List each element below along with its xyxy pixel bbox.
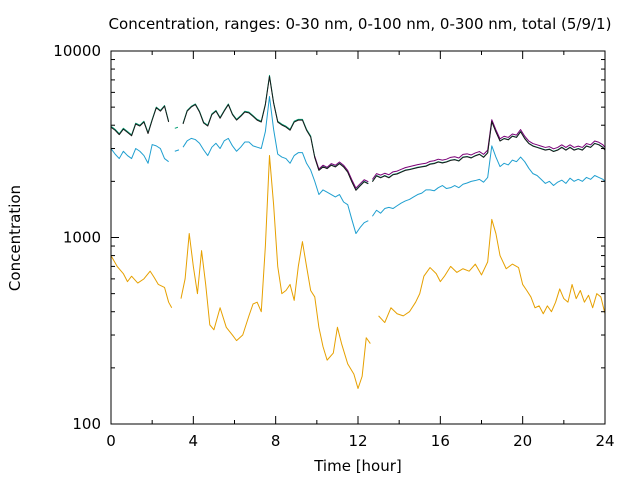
- x-tick-label: 24: [595, 432, 614, 450]
- series-2-line-segment-4: [371, 145, 606, 217]
- series-2-line-segment-2: [174, 149, 180, 152]
- x-tick-label: 4: [189, 432, 199, 450]
- series-1-line-segment-1: [110, 255, 173, 309]
- series-5-line-segment-3: [372, 121, 606, 183]
- series-3-line-segment-1: [110, 105, 170, 136]
- series-3-line-segment-2: [174, 126, 179, 129]
- y-axis: 100 1000 10000: [53, 42, 605, 433]
- series-1-line-segment-2: [180, 155, 371, 389]
- series-5-line-segment-2: [182, 75, 369, 191]
- x-tick-label: 0: [106, 432, 116, 450]
- series-2-line-segment-3: [182, 96, 369, 235]
- series-5-line-segment-1: [110, 105, 170, 137]
- series-2-line-segment-1: [110, 144, 169, 164]
- x-tick-label: 8: [271, 432, 281, 450]
- plot-frame: [110, 50, 606, 425]
- x-axis: 0 4 8 12 16 20 24: [106, 51, 615, 450]
- y-tick-label: 1000: [63, 229, 101, 247]
- x-tick-label: 20: [513, 432, 532, 450]
- series-1-line-segment-3: [378, 218, 606, 324]
- y-tick-label: 100: [72, 415, 101, 433]
- chart-title: Concentration, ranges: 0-30 nm, 0-100 nm…: [109, 15, 612, 33]
- series-4-line-segment-1: [314, 156, 369, 189]
- y-axis-label: Concentration: [6, 185, 24, 291]
- series-3-line-segment-3: [182, 74, 369, 191]
- x-axis-label: Time [hour]: [313, 457, 402, 475]
- x-tick-label: 16: [431, 432, 450, 450]
- series-layer: [110, 74, 606, 389]
- y-tick-label: 10000: [53, 42, 101, 60]
- x-tick-label: 12: [348, 432, 367, 450]
